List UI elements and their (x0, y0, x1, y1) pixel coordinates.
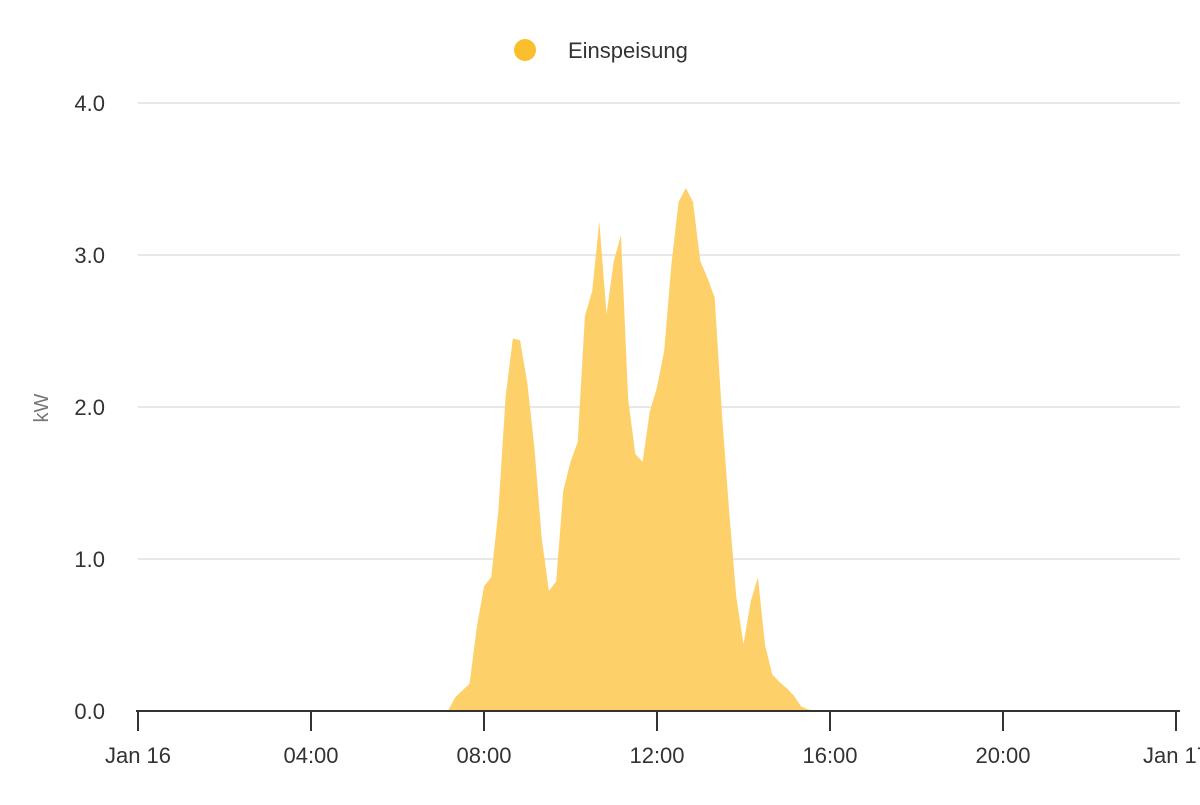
y-tick-label: 2.0 (74, 395, 105, 420)
x-tick-label: 04:00 (283, 743, 338, 768)
legend-marker (514, 39, 536, 61)
y-axis-label: kW (31, 393, 53, 422)
x-tick-label: Jan 17 (1143, 743, 1200, 768)
legend[interactable]: Einspeisung (514, 38, 688, 63)
y-tick-label: 3.0 (74, 243, 105, 268)
x-tick-label: 16:00 (802, 743, 857, 768)
y-tick-label: 4.0 (74, 91, 105, 116)
legend-label: Einspeisung (568, 38, 688, 63)
series-area (447, 188, 816, 711)
x-tick-label: Jan 16 (105, 743, 171, 768)
y-tick-label: 1.0 (74, 547, 105, 572)
x-tick-label: 20:00 (975, 743, 1030, 768)
x-tick-label: 08:00 (456, 743, 511, 768)
y-tick-label: 0.0 (74, 699, 105, 724)
x-tick-label: 12:00 (629, 743, 684, 768)
